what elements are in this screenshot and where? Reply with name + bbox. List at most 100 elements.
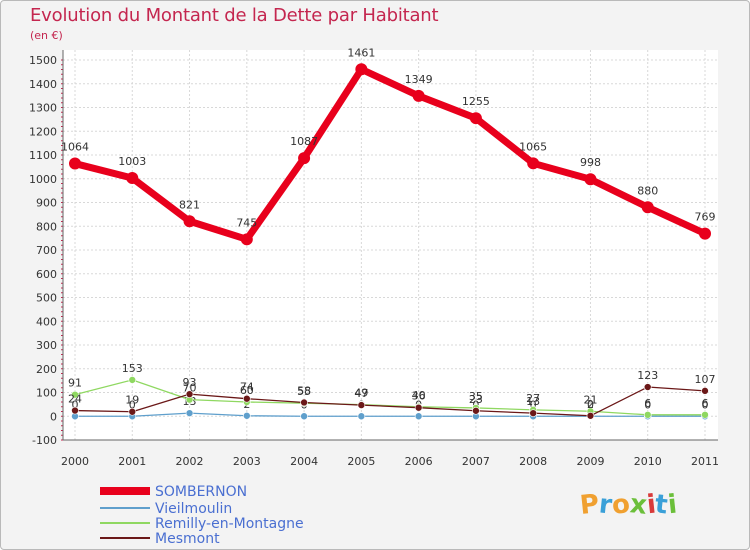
data-label: 24 — [68, 393, 82, 406]
data-label: 35 — [469, 390, 483, 403]
data-label: 0 — [72, 398, 79, 411]
y-tick-label: 500 — [36, 292, 57, 305]
data-point — [701, 411, 709, 419]
data-label: 58 — [297, 384, 311, 397]
data-point — [243, 394, 251, 403]
data-point — [699, 227, 711, 240]
data-point — [126, 172, 139, 185]
data-point — [240, 233, 253, 246]
y-tick-label: 1500 — [29, 54, 57, 67]
series-line-Mesmont — [74, 386, 706, 417]
series-line-Vieilmoulin — [74, 412, 706, 417]
legend-label: Vieilmoulin — [155, 501, 232, 517]
data-label: 880 — [637, 184, 658, 197]
data-label: 49 — [354, 387, 368, 400]
x-tick-label: 2004 — [290, 455, 318, 468]
legend-label: SOMBERNON — [155, 484, 247, 500]
y-tick-label: -100 — [32, 434, 57, 447]
data-point — [701, 387, 709, 395]
data-label: 13 — [526, 395, 540, 408]
data-point — [414, 412, 423, 421]
data-point — [472, 406, 480, 415]
data-point — [71, 406, 79, 415]
chart-title: Evolution du Montant de la Dette par Hab… — [30, 5, 439, 26]
data-point — [357, 401, 366, 409]
data-label: 153 — [122, 362, 143, 375]
series-line-SOMBERNON — [71, 65, 709, 243]
y-tick-label: 1300 — [29, 102, 57, 115]
data-point — [529, 409, 537, 417]
data-label: 70 — [183, 382, 197, 395]
x-tick-label: 2000 — [61, 455, 89, 468]
data-point — [469, 112, 482, 125]
data-label: 1461 — [347, 46, 375, 59]
data-label: 0 — [587, 398, 594, 411]
data-label: 27 — [526, 392, 540, 405]
data-label: 0 — [644, 398, 651, 411]
data-label: 19 — [125, 394, 139, 407]
data-point — [128, 407, 137, 416]
data-label: 1255 — [462, 95, 490, 108]
plot-background — [63, 50, 718, 440]
data-point — [300, 412, 308, 421]
data-point — [185, 409, 194, 417]
data-point — [71, 390, 79, 399]
y-tick-label: 700 — [36, 244, 57, 257]
proxiti-logo: Proxiti — [578, 489, 679, 521]
y-tick-label: 800 — [36, 220, 57, 233]
y-tick-label: 100 — [36, 387, 57, 400]
data-label: 123 — [637, 369, 658, 382]
y-tick-label: 1200 — [29, 125, 57, 138]
data-label: 107 — [695, 373, 716, 386]
data-point — [298, 152, 311, 165]
data-label: 1003 — [118, 155, 146, 168]
data-label: 1065 — [519, 140, 547, 153]
data-label: 36 — [412, 390, 426, 403]
chart-unit: (en €) — [30, 29, 63, 42]
data-label: 769 — [695, 211, 716, 224]
legend-label: Mesmont — [155, 531, 220, 547]
y-tick-label: 1400 — [29, 78, 57, 91]
data-point — [641, 201, 654, 214]
legend-label: Remilly-en-Montagne — [155, 516, 304, 532]
plot-area: -100010020030040050060070080090010001100… — [29, 46, 719, 468]
x-tick-label: 2010 — [634, 455, 662, 468]
data-label: 6 — [702, 397, 709, 410]
data-label: 1064 — [61, 141, 89, 154]
data-label: 74 — [240, 381, 254, 394]
data-point — [128, 376, 137, 384]
data-label: 0 — [702, 398, 709, 411]
data-label: 55 — [297, 385, 311, 398]
data-label: 6 — [644, 397, 651, 410]
data-label: 745 — [236, 216, 257, 229]
x-tick-label: 2002 — [176, 455, 204, 468]
y-tick-label: 900 — [36, 197, 57, 210]
y-tick-label: 400 — [36, 315, 57, 328]
data-label: 2 — [587, 398, 594, 411]
data-label: 0 — [530, 398, 537, 411]
x-tick-label: 2007 — [462, 455, 490, 468]
y-tick-label: 0 — [50, 410, 57, 423]
data-label: 91 — [68, 377, 82, 390]
legend: SOMBERNONVieilmoulinRemilly-en-MontagneM… — [100, 484, 304, 547]
data-point — [243, 411, 251, 420]
data-point — [527, 157, 540, 170]
y-tick-label: 200 — [36, 363, 57, 376]
data-label: 1087 — [290, 135, 318, 148]
data-point — [643, 411, 652, 419]
data-point — [185, 390, 194, 398]
data-label: 998 — [580, 156, 601, 169]
data-point — [69, 157, 81, 170]
data-point — [300, 398, 308, 407]
x-tick-label: 2003 — [233, 455, 261, 468]
x-tick-label: 2009 — [576, 455, 604, 468]
data-point — [584, 173, 597, 186]
x-tick-label: 2008 — [519, 455, 547, 468]
y-tick-label: 1100 — [29, 149, 57, 162]
data-point — [412, 89, 425, 102]
data-point — [586, 411, 595, 420]
data-label: 23 — [469, 393, 483, 406]
x-tick-label: 2006 — [405, 455, 433, 468]
series-line-Remilly-en-Montagne — [74, 379, 706, 416]
